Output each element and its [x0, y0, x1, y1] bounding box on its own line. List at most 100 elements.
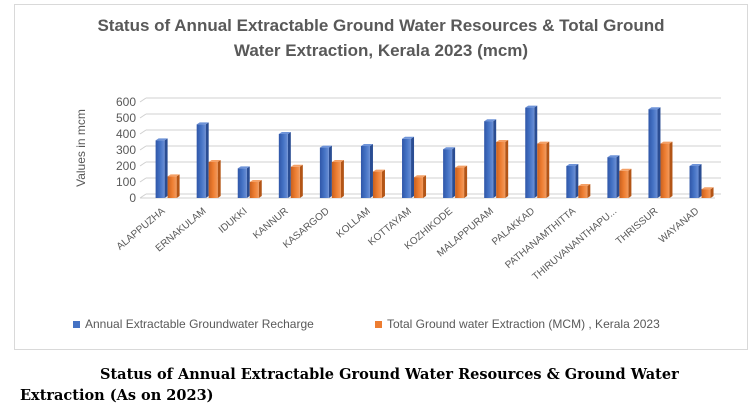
y-tick-label: 200 [116, 159, 136, 173]
grid-line-depth [139, 145, 147, 151]
bar-recharge [155, 140, 165, 198]
bars [155, 105, 714, 198]
bar-extraction [660, 143, 670, 198]
bar-side [452, 147, 456, 198]
x-category-label: IDUKKI [217, 206, 250, 236]
bar-side [575, 164, 579, 198]
y-tick-label: 600 [116, 95, 136, 109]
bar-extraction [701, 189, 711, 198]
bar-side [493, 119, 497, 198]
bar-top [237, 166, 250, 169]
bar-recharge [525, 107, 535, 198]
bar-top [278, 132, 291, 134]
bar-recharge [319, 147, 329, 198]
bar-top [578, 184, 591, 186]
grid-line-depth [139, 113, 147, 119]
bar-extraction [167, 176, 177, 198]
legend-swatch-recharge [73, 320, 80, 328]
bar-top [167, 174, 180, 177]
bar-side [698, 164, 702, 198]
bar-side [164, 138, 168, 198]
chart-frame: Status of Annual Extractable Ground Wate… [14, 4, 748, 350]
bar-side [205, 122, 209, 198]
grid-lines [139, 97, 721, 199]
bar-recharge [237, 168, 247, 198]
bar-top [525, 105, 538, 108]
bar-top [660, 141, 673, 144]
caption-line-1: Status of Annual Extractable Ground Wate… [100, 366, 679, 383]
bar-top [196, 122, 209, 125]
chart-title-line-2: Water Extraction, Kerala 2023 (mcm) [233, 41, 529, 60]
caption-line-2: Extraction (As on 2023) [20, 387, 214, 404]
x-category-label: THRISSUR [614, 206, 660, 247]
bar-top [619, 168, 632, 171]
bar-recharge [443, 149, 453, 198]
bar-top [455, 165, 468, 168]
bar-extraction [290, 166, 300, 198]
bar-recharge [278, 134, 288, 198]
bar-side [246, 166, 250, 198]
grid-line-depth [139, 129, 147, 135]
bar-top [155, 138, 168, 141]
y-tick-label: 100 [116, 175, 136, 189]
bar-side [217, 160, 221, 198]
bar-top [496, 140, 509, 142]
bar-extraction [331, 162, 341, 198]
bar-chart: Values in mcm 0 100 200 300 400 500 600 ALAPPU… [74, 95, 721, 283]
bar-extraction [208, 162, 218, 198]
x-category-label: KOLLAM [335, 206, 373, 241]
bar-side [411, 136, 415, 198]
bar-extraction [249, 182, 259, 198]
grid-line-depth [139, 161, 147, 167]
bar-side [669, 141, 673, 198]
bar-recharge [648, 109, 658, 198]
bar-top [607, 155, 620, 158]
legend-item-recharge: Annual Extractable Groundwater Recharge [73, 317, 314, 331]
bar-side [287, 132, 291, 198]
legend-label-recharge: Annual Extractable Groundwater Recharge [85, 317, 314, 331]
bar-top [208, 160, 221, 162]
chart-title: Status of Annual Extractable Ground Wate… [15, 13, 747, 63]
bar-side [464, 165, 468, 198]
bar-side [616, 155, 620, 198]
grid-line-depth [139, 97, 147, 103]
bar-side [328, 145, 332, 198]
y-tick-label: 300 [116, 143, 136, 157]
x-category-label: KANNUR [251, 206, 290, 242]
grid-line-depth [139, 177, 147, 183]
bar-side [176, 174, 180, 198]
bar-side [369, 144, 373, 198]
x-category-label: PATHANAMTHITTA [503, 206, 578, 271]
y-tick-label: 500 [116, 111, 136, 125]
bar-side [710, 187, 714, 198]
bar-extraction [578, 186, 588, 198]
bar-recharge [196, 124, 206, 198]
y-tick-label: 400 [116, 127, 136, 141]
figure-caption: Status of Annual Extractable Ground Wate… [20, 364, 720, 406]
bar-top [372, 169, 385, 172]
bar-top [319, 145, 332, 148]
y-axis-ticks: 0 100 200 300 400 500 600 [116, 95, 136, 205]
bar-side [381, 169, 385, 198]
bar-extraction [455, 167, 465, 198]
grid-line-depth [139, 193, 147, 199]
bar-side [587, 184, 591, 198]
bar-side [258, 180, 262, 198]
bar-side [546, 141, 550, 198]
bar-top [360, 144, 373, 146]
bar-side [505, 140, 509, 198]
y-tick-label: 0 [129, 191, 136, 205]
bar-top [689, 164, 702, 166]
bar-side [628, 168, 632, 198]
bar-recharge [402, 138, 412, 198]
bar-top [701, 187, 714, 190]
bar-top [537, 141, 550, 144]
bar-side [534, 105, 538, 198]
bar-top [484, 119, 497, 122]
bar-side [657, 107, 661, 198]
x-category-label: WAYANAD [657, 206, 701, 246]
bar-top [331, 160, 344, 162]
bar-recharge [607, 157, 617, 198]
legend-swatch-extraction [375, 320, 382, 328]
